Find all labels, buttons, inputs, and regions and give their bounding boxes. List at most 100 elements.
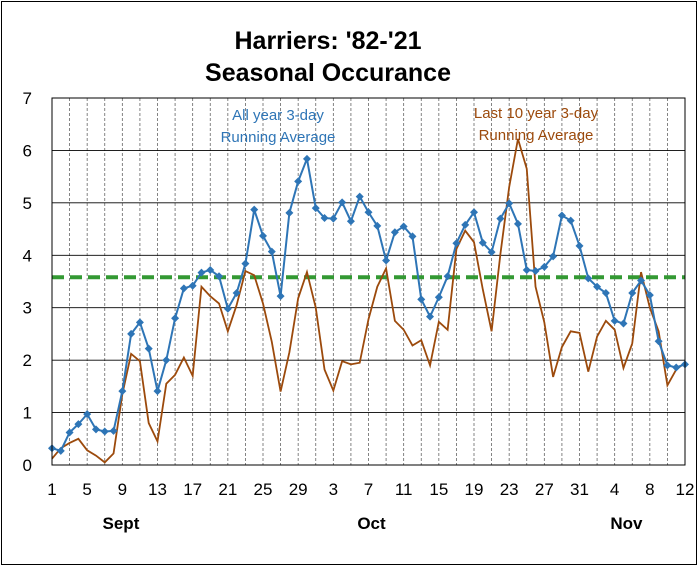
grid (52, 97, 685, 465)
x-tick-label: 21 (218, 480, 237, 499)
data-point (355, 192, 364, 201)
data-point (259, 231, 267, 240)
data-point (487, 248, 496, 257)
x-tick-label: 5 (82, 480, 91, 499)
data-point (584, 274, 593, 283)
data-point (470, 208, 478, 217)
x-tick-label: 8 (645, 480, 654, 499)
x-tick-label: 29 (289, 480, 308, 499)
data-point (320, 214, 329, 223)
x-tick-label: 25 (254, 480, 273, 499)
data-point (118, 387, 127, 396)
data-point (144, 344, 153, 353)
x-tick-label: 12 (676, 480, 695, 499)
data-point (100, 427, 109, 436)
data-point (294, 177, 303, 186)
x-tick-label: 7 (364, 480, 373, 499)
data-point (452, 239, 461, 248)
x-tick-label: 19 (465, 480, 484, 499)
x-tick-label: 1 (47, 480, 56, 499)
data-point (311, 204, 320, 213)
x-tick-label: 15 (429, 480, 448, 499)
series-line (51, 138, 686, 464)
data-point (566, 216, 575, 225)
data-point (672, 363, 681, 372)
data-point (346, 217, 355, 226)
data-point (593, 282, 602, 291)
y-tick-label: 3 (23, 299, 32, 318)
x-tick-label: 11 (395, 480, 413, 499)
x-tick-label: 23 (500, 480, 519, 499)
y-tick-label: 7 (23, 89, 32, 108)
x-tick-label: 9 (118, 480, 127, 499)
data-point (549, 252, 558, 261)
data-point (461, 220, 470, 229)
data-point (250, 205, 259, 214)
data-point (91, 425, 100, 434)
chart-title: Harriers: '82-'21 (235, 27, 422, 55)
x-tick-label: 31 (570, 480, 589, 499)
month-label: Nov (610, 514, 643, 533)
data-point (575, 241, 584, 250)
data-point (179, 284, 188, 293)
data-point (338, 198, 347, 207)
data-point (83, 410, 92, 419)
x-tick-label: 17 (183, 480, 202, 499)
series-annotation: Running Average (479, 127, 594, 144)
data-point (364, 208, 373, 217)
data-point (417, 295, 426, 304)
series-group (48, 138, 689, 464)
series-annotation: All year 3-day (232, 107, 324, 124)
data-point (135, 318, 144, 327)
data-point (171, 314, 180, 323)
y-tick-label: 5 (23, 194, 32, 213)
data-point (382, 256, 391, 265)
data-point (109, 426, 118, 435)
data-point (223, 304, 232, 313)
plot-border (51, 97, 686, 466)
month-label: Sept (103, 514, 140, 533)
data-point (390, 228, 399, 237)
data-point (399, 222, 408, 231)
data-point (628, 289, 637, 298)
data-point (557, 211, 566, 220)
data-point (285, 208, 294, 217)
data-point (408, 232, 417, 241)
data-point (513, 219, 522, 228)
data-point (540, 262, 549, 271)
data-point (267, 247, 276, 256)
data-point (188, 281, 197, 290)
x-tick-label: 27 (535, 480, 554, 499)
data-point (434, 293, 443, 302)
data-point (426, 312, 435, 321)
axes-group (51, 97, 686, 466)
data-point (601, 289, 610, 298)
data-point (637, 276, 646, 285)
data-point (505, 199, 514, 208)
chart-subtitle: Seasonal Occurance (205, 59, 451, 87)
data-point (65, 428, 74, 437)
y-tick-label: 4 (23, 246, 32, 265)
y-tick-label: 2 (23, 351, 32, 370)
data-point (162, 356, 171, 365)
data-point (74, 420, 83, 429)
data-point (478, 238, 487, 247)
x-tick-label: 13 (148, 480, 167, 499)
data-point (197, 268, 206, 277)
data-point (496, 214, 505, 223)
data-point (232, 289, 241, 298)
data-point (127, 329, 136, 338)
data-point (302, 154, 311, 163)
data-point (241, 259, 250, 268)
data-point (206, 265, 215, 274)
series-annotation: Last 10 year 3-day (474, 105, 599, 122)
month-label: Oct (357, 514, 386, 533)
x-tick-label: 4 (610, 480, 619, 499)
data-point (531, 267, 540, 276)
data-point (610, 316, 619, 325)
data-point (663, 361, 672, 370)
data-point (215, 272, 224, 281)
